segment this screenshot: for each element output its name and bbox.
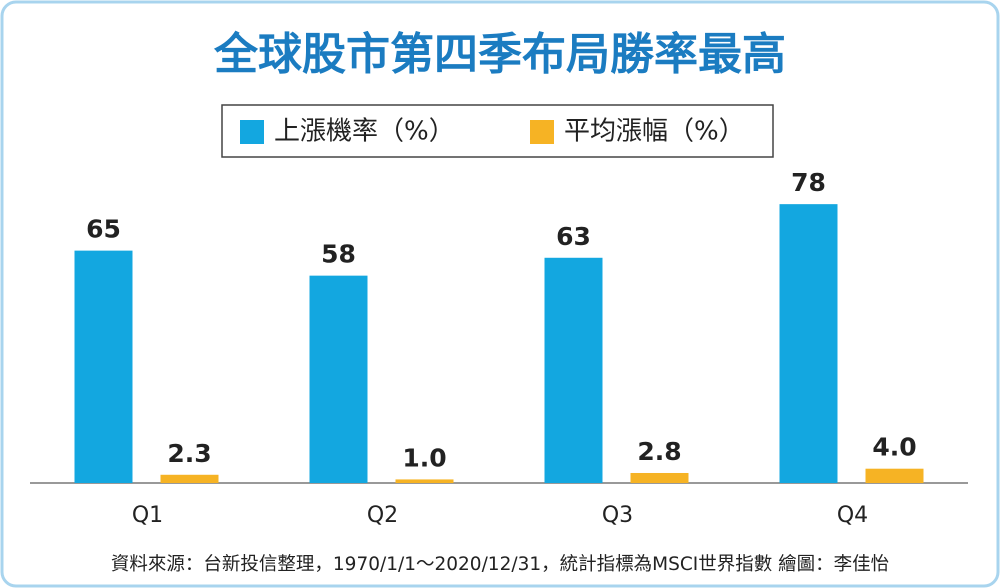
bar <box>395 479 454 483</box>
data-label: 2.8 <box>637 437 681 466</box>
x-tick-label: Q1 <box>132 503 163 528</box>
data-label: 4.0 <box>872 433 916 462</box>
legend-label: 平均漲幅（%） <box>564 117 745 147</box>
legend-swatch <box>530 120 554 144</box>
source-note: 資料來源：台新投信整理，1970/1/1～2020/12/31，統計指標為MSC… <box>111 554 889 575</box>
bar <box>309 275 368 483</box>
legend-box <box>221 104 774 158</box>
chart-title: 全球股市第四季布局勝率最高 <box>213 29 786 80</box>
bar <box>544 257 603 483</box>
data-label: 63 <box>556 222 591 251</box>
bar <box>74 250 133 483</box>
x-tick-label: Q4 <box>837 503 868 528</box>
data-label: 65 <box>86 215 121 244</box>
x-tick-label: Q2 <box>367 503 398 528</box>
data-label: 1.0 <box>402 443 446 472</box>
bar <box>630 472 689 483</box>
bar <box>865 468 924 483</box>
x-tick-label: Q3 <box>602 503 633 528</box>
bar <box>160 474 219 483</box>
legend-label: 上漲機率（%） <box>274 117 455 147</box>
legend-swatch <box>240 120 264 144</box>
data-label: 58 <box>321 240 356 269</box>
data-label: 78 <box>791 168 826 197</box>
data-label: 2.3 <box>167 439 211 468</box>
bar <box>779 204 838 483</box>
